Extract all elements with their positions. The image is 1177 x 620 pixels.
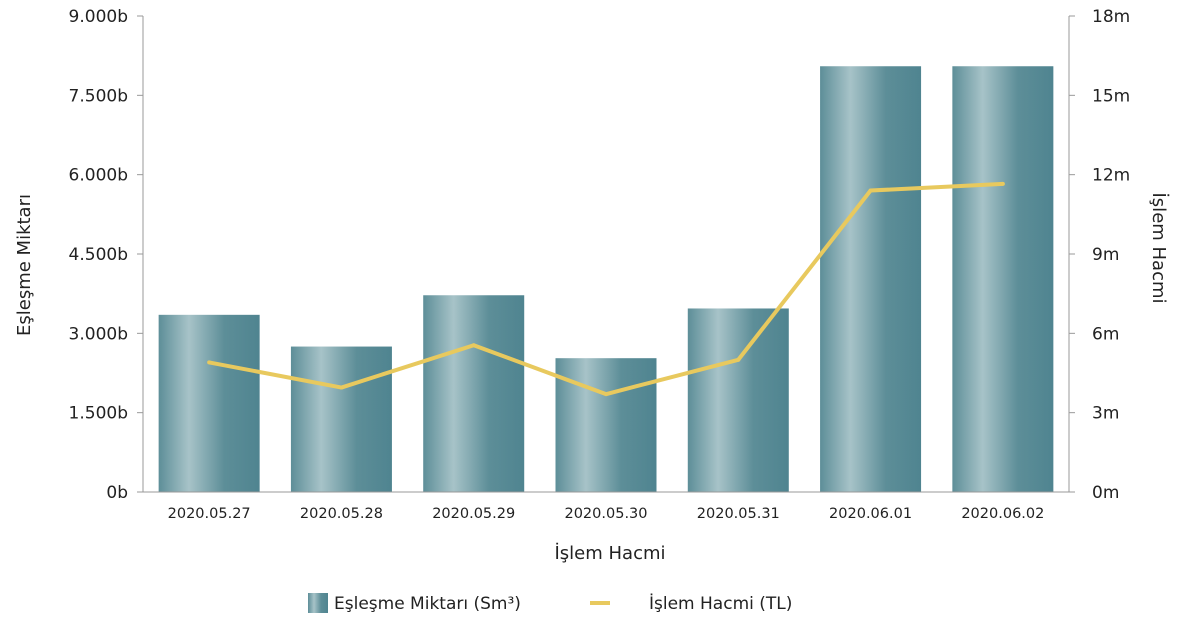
y2-tick-label: 6m	[1092, 324, 1119, 344]
legend-bar-label: Eşleşme Miktarı (Sm³)	[334, 594, 521, 614]
bar-2020.05.28	[290, 346, 392, 492]
y2-tick-label: 15m	[1092, 86, 1130, 106]
x-tick-label: 2020.05.31	[697, 506, 780, 522]
bar-2020.05.30	[555, 358, 657, 492]
right-tick-labels: 0m 3m 6m 9m 12m 15m 18m	[1069, 7, 1130, 503]
y-tick-label: 7.500b	[69, 86, 128, 106]
y2-axis-title: İşlem Hacmi	[1148, 192, 1169, 303]
y-axis-title: Eşleşme Miktarı	[14, 194, 35, 336]
y-tick-label: 9.000b	[69, 7, 128, 27]
line-point-2020.05.29	[471, 343, 476, 348]
x-tick-label: 2020.05.27	[168, 506, 251, 522]
x-tick-label: 2020.05.29	[432, 506, 515, 522]
bars-layer	[158, 66, 1054, 492]
y-tick-label: 3.000b	[69, 324, 128, 344]
y-tick-label: 1.500b	[69, 404, 128, 424]
y-tick-label: 6.000b	[69, 166, 128, 186]
x-tick-label: 2020.06.02	[961, 506, 1044, 522]
bar-2020.05.27	[158, 314, 260, 492]
x-axis-title: İşlem Hacmi	[554, 543, 665, 564]
y-tick-label: 0b	[106, 483, 128, 503]
bar-2020.05.31	[687, 308, 789, 492]
line-point-2020.06.02	[1000, 181, 1005, 186]
y2-tick-label: 0m	[1092, 483, 1119, 503]
y2-tick-label: 3m	[1092, 404, 1119, 424]
line-point-2020.05.30	[604, 392, 608, 397]
y2-tick-label: 18m	[1092, 7, 1130, 27]
x-tick-labels: 2020.05.27 2020.05.28 2020.05.29 2020.05.30…	[168, 506, 1045, 522]
bar-2020.05.29	[423, 295, 525, 492]
y-tick-label: 4.500b	[69, 245, 128, 265]
left-tick-labels: 0b 1.500b 3.000b 4.500b 6.000b 7.500b 9.000b	[69, 7, 143, 503]
x-tick-label: 2020.06.01	[829, 506, 912, 522]
line-point-2020.05.27	[207, 360, 212, 365]
bar-2020.06.01	[820, 66, 922, 492]
legend-bar-swatch	[308, 593, 328, 613]
line-point-2020.06.01	[868, 188, 873, 193]
legend-line-label: İşlem Hacmi (TL)	[649, 593, 792, 614]
x-tick-label: 2020.05.28	[300, 506, 383, 522]
bar-2020.06.02	[952, 66, 1054, 492]
y2-tick-label: 9m	[1092, 245, 1119, 265]
x-tick-label: 2020.05.30	[564, 506, 647, 522]
y2-tick-label: 12m	[1092, 166, 1130, 186]
line-point-2020.05.28	[339, 385, 344, 390]
legend: Eşleşme Miktarı (Sm³) İşlem Hacmi (TL)	[308, 593, 792, 614]
line-layer	[207, 181, 1005, 397]
line-point-2020.05.31	[736, 357, 741, 362]
